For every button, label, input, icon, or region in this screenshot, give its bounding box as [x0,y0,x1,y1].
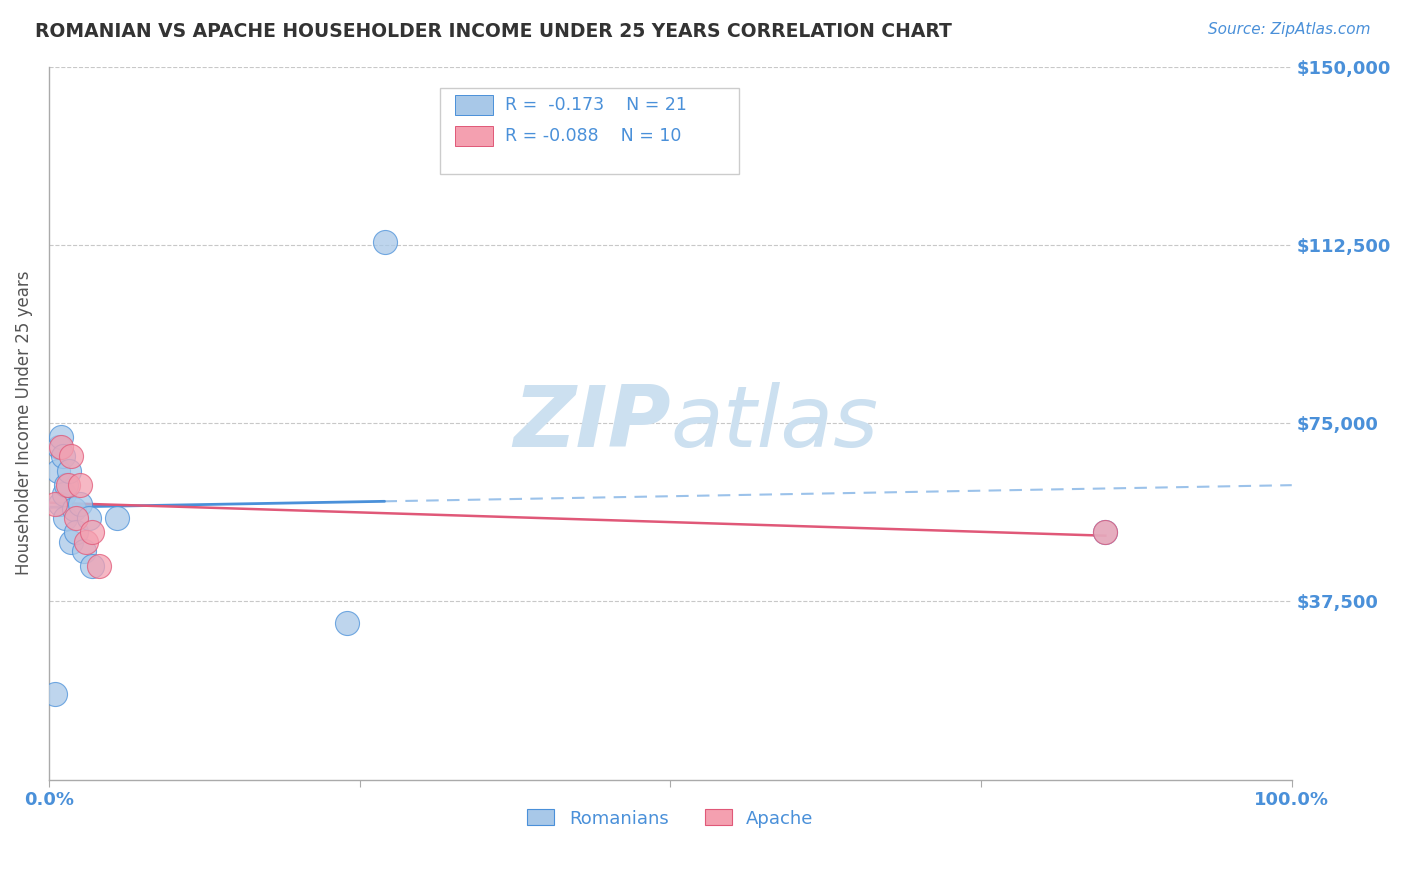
Bar [456,95,492,115]
Point [69,478,91,492]
Point [52,487,75,501]
Text: R = -0.088    N = 10: R = -0.088 N = 10 [505,128,682,145]
Point [63,501,86,516]
Point [58,464,80,478]
Text: R =  -0.173    N = 21: R = -0.173 N = 21 [505,96,688,114]
Point [51,440,73,454]
Point [46,464,69,478]
Point [65,511,87,525]
Point [52,450,75,464]
Point [1094,525,1116,540]
Point [44,497,66,511]
Point [336,615,359,630]
Point [87,558,110,573]
Point [69,497,91,511]
Point [55,478,77,492]
Text: atlas: atlas [671,382,879,465]
Point [82,525,104,540]
Text: Source: ZipAtlas.com: Source: ZipAtlas.com [1208,22,1371,37]
Point [51,430,73,444]
Point [56,478,79,492]
Text: ZIP: ZIP [513,382,671,465]
Point [65,525,87,540]
Point [60,535,83,549]
Point [373,235,395,250]
Bar [456,127,492,146]
Text: ROMANIAN VS APACHE HOUSEHOLDER INCOME UNDER 25 YEARS CORRELATION CHART: ROMANIAN VS APACHE HOUSEHOLDER INCOME UN… [35,22,952,41]
Point [77,511,100,525]
Point [75,535,97,549]
Point [48,440,70,454]
Point [82,558,104,573]
Point [49,497,72,511]
Point [105,511,128,525]
Point [53,511,76,525]
Point [1094,525,1116,540]
Point [60,450,83,464]
Legend: Romanians, Apache: Romanians, Apache [520,802,821,835]
Point [73,544,96,558]
Y-axis label: Householder Income Under 25 years: Householder Income Under 25 years [15,271,32,575]
Point [44,687,66,701]
FancyBboxPatch shape [440,88,738,174]
